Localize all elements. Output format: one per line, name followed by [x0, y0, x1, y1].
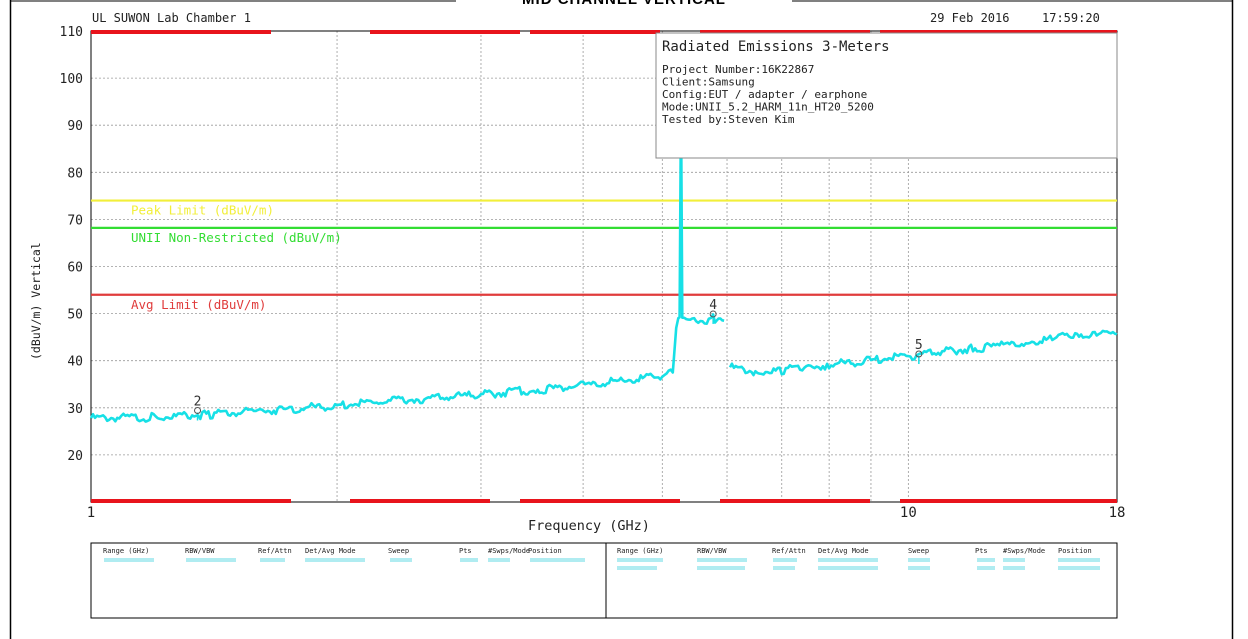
- scan-status-bars: [91, 30, 1117, 503]
- settings-value-blur: [773, 566, 795, 570]
- marker-label: 4: [709, 298, 717, 313]
- y-tick-label: 70: [67, 213, 83, 228]
- lab-label: UL SUWON Lab Chamber 1: [92, 11, 251, 25]
- settings-value-blur: [260, 558, 285, 562]
- settings-value-blur: [460, 558, 478, 562]
- y-tick-label: 80: [67, 166, 83, 181]
- settings-value-blur: [977, 566, 995, 570]
- info-box-line: Mode:UNII_5.2_HARM_11n_HT20_5200: [662, 101, 874, 114]
- info-box-line: Client:Samsung: [662, 76, 755, 89]
- scan-bar-top-4: [700, 30, 870, 34]
- trace-segment: [728, 329, 1118, 377]
- y-tick-label: 30: [67, 402, 83, 417]
- info-box-title: Radiated Emissions 3-Meters: [662, 39, 890, 55]
- info-box-line: Config:EUT / adapter / earphone: [662, 88, 867, 101]
- limit-lines: Peak Limit (dBuV/m) UNII Non-Restricted (…: [91, 199, 1117, 312]
- scan-bar-top-1: [91, 30, 271, 34]
- scan-bar-top-5: [880, 30, 1117, 34]
- settings-header: #Swps/Mode: [488, 547, 530, 555]
- y-tick-label: 60: [67, 261, 83, 276]
- settings-value-blur: [697, 566, 745, 570]
- limit-line-label: Avg Limit (dBuV/m): [131, 297, 266, 312]
- scan-bar-top-2: [370, 30, 520, 34]
- settings-header: #Swps/Mode: [1003, 547, 1045, 555]
- x-tick-label: 10: [900, 505, 917, 521]
- settings-value-blur: [617, 566, 657, 570]
- settings-header: Ref/Attn: [258, 547, 292, 555]
- settings-table-headers: Range (GHz) RBW/VBW Ref/Attn Det/Avg Mode Sw…: [103, 547, 1092, 555]
- limit-line-label: Peak Limit (dBuV/m): [131, 203, 274, 218]
- settings-value-blur: [818, 566, 878, 570]
- y-tick-label: 50: [67, 308, 83, 323]
- y-tick-labels: 20 30 40 50 60 70 80 90 100 110: [60, 25, 83, 464]
- y-tick-label: 20: [67, 449, 83, 464]
- info-box-lines: Project Number:16K22867Client:SamsungCon…: [662, 63, 874, 126]
- settings-header: Range (GHz): [617, 547, 663, 555]
- settings-header: Position: [1058, 547, 1092, 555]
- settings-header: Det/Avg Mode: [818, 547, 869, 555]
- trace-segment: [89, 100, 725, 423]
- y-tick-label: 100: [60, 72, 83, 87]
- settings-value-blur: [305, 558, 365, 562]
- settings-table-values: [104, 558, 1100, 570]
- y-tick-label: 40: [67, 355, 83, 370]
- settings-value-blur: [530, 558, 585, 562]
- x-tick-labels: 1 10 18: [87, 505, 1126, 521]
- info-box-line: Tested by:Steven Kim: [662, 113, 795, 126]
- y-tick-label: 110: [60, 25, 83, 40]
- settings-value-blur: [104, 558, 154, 562]
- settings-header: Pts: [975, 547, 988, 555]
- settings-header: Pts: [459, 547, 472, 555]
- info-box: [655, 32, 1118, 159]
- scan-bar-bottom-1: [91, 499, 291, 503]
- x-axis-label: Frequency (GHz): [528, 518, 650, 534]
- marker-symbol: [915, 350, 923, 358]
- settings-header: Position: [528, 547, 562, 555]
- page-title: MID CHANNEL VERTICAL: [0, 0, 1248, 8]
- settings-header: Sweep: [388, 547, 409, 555]
- settings-value-blur: [390, 558, 412, 562]
- marker-symbol: [709, 310, 717, 318]
- y-tick-label: 90: [67, 119, 83, 134]
- settings-header: Range (GHz): [103, 547, 149, 555]
- marker-label: 5: [915, 338, 923, 353]
- scan-bar-bottom-4: [720, 499, 870, 503]
- x-tick-label: 1: [87, 505, 95, 521]
- info-box-line: Project Number:16K22867: [662, 63, 814, 76]
- settings-value-blur: [1058, 566, 1100, 570]
- settings-header: Sweep: [908, 547, 929, 555]
- scan-bar-bottom-2: [350, 499, 490, 503]
- settings-value-blur: [818, 558, 878, 562]
- marker-symbol: [194, 407, 202, 415]
- settings-value-blur: [1058, 558, 1100, 562]
- settings-value-blur: [186, 558, 236, 562]
- y-axis-label: (dBuV/m) Vertical: [29, 242, 43, 360]
- settings-table: [90, 542, 1118, 619]
- settings-value-blur: [1003, 566, 1025, 570]
- settings-header: Det/Avg Mode: [305, 547, 356, 555]
- settings-value-blur: [773, 558, 797, 562]
- time-label: 17:59:20: [1042, 11, 1100, 25]
- marker-label: 2: [194, 395, 202, 410]
- scan-bar-top-3: [530, 30, 660, 34]
- scan-bar-bottom-5: [900, 499, 1117, 503]
- limit-line-label: UNII Non-Restricted (dBuV/m): [131, 230, 342, 245]
- settings-header: Ref/Attn: [772, 547, 806, 555]
- settings-value-blur: [617, 558, 663, 562]
- scan-bar-bottom-3: [520, 499, 680, 503]
- peak-markers: 2 4 5: [194, 298, 923, 421]
- settings-value-blur: [697, 558, 747, 562]
- settings-value-blur: [1003, 558, 1025, 562]
- settings-value-blur: [488, 558, 510, 562]
- settings-header: RBW/VBW: [697, 547, 727, 555]
- plot-grid: [91, 31, 1117, 502]
- settings-value-blur: [977, 558, 995, 562]
- settings-header: RBW/VBW: [185, 547, 215, 555]
- x-tick-label: 18: [1109, 505, 1126, 521]
- settings-value-blur: [908, 566, 930, 570]
- date-label: 29 Feb 2016: [930, 11, 1009, 25]
- settings-value-blur: [908, 558, 930, 562]
